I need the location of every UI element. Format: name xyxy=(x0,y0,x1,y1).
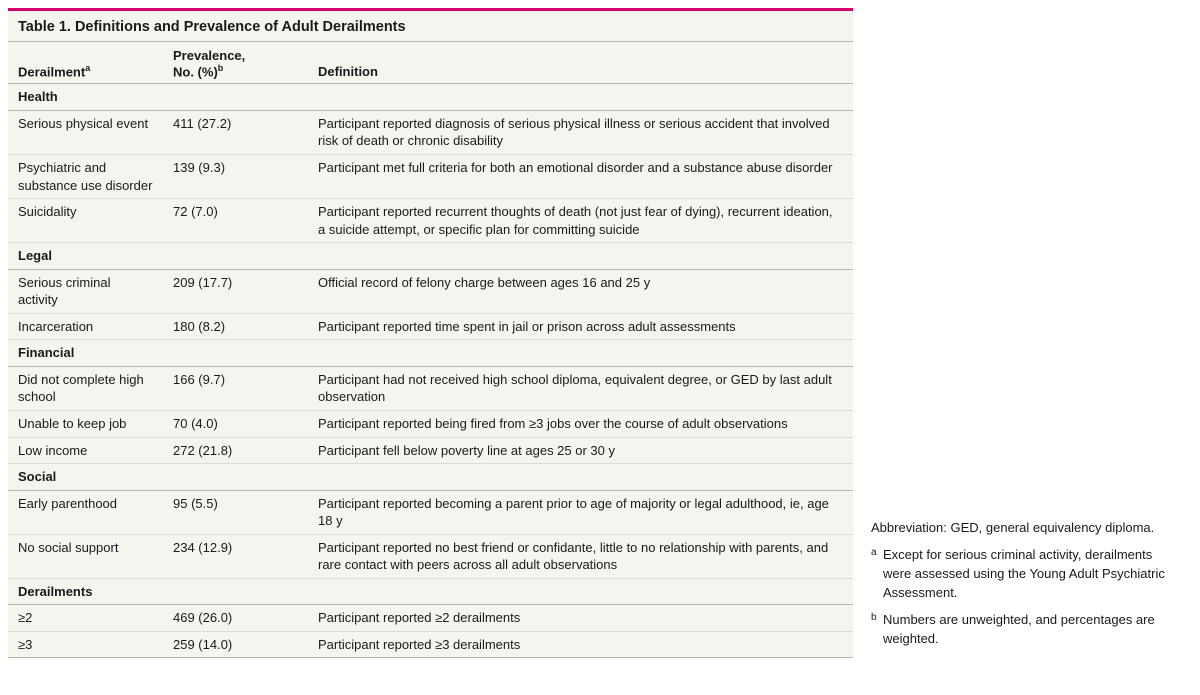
cell-prevalence: 469 (26.0) xyxy=(163,605,308,632)
table-container: Table 1. Definitions and Prevalence of A… xyxy=(8,8,853,658)
derailments-table: Derailmenta Prevalence, No. (%)b Definit… xyxy=(8,42,853,658)
footnote-a: a Except for serious criminal activity, … xyxy=(871,546,1181,603)
section-label: Derailments xyxy=(8,578,853,605)
cell-definition: Participant reported no best friend or c… xyxy=(308,534,853,578)
cell-prevalence: 180 (8.2) xyxy=(163,313,308,340)
cell-prevalence: 209 (17.7) xyxy=(163,269,308,313)
cell-prevalence: 259 (14.0) xyxy=(163,631,308,658)
cell-definition: Participant met full criteria for both a… xyxy=(308,154,853,198)
cell-prevalence: 95 (5.5) xyxy=(163,490,308,534)
cell-derailment: Suicidality xyxy=(8,199,163,243)
cell-definition: Participant had not received high school… xyxy=(308,366,853,410)
table-header-row: Derailmenta Prevalence, No. (%)b Definit… xyxy=(8,42,853,84)
table-footnotes: Abbreviation: GED, general equivalency d… xyxy=(871,519,1181,658)
table-row: Serious criminal activity209 (17.7)Offic… xyxy=(8,269,853,313)
footnote-a-text: Except for serious criminal activity, de… xyxy=(883,546,1181,603)
cell-derailment: Serious physical event xyxy=(8,110,163,154)
table-body: HealthSerious physical event411 (27.2)Pa… xyxy=(8,84,853,658)
col-header-prevalence-line2: No. (%) xyxy=(173,64,218,79)
col-header-prevalence-line1: Prevalence, xyxy=(173,48,245,63)
page-layout: Table 1. Definitions and Prevalence of A… xyxy=(8,8,1192,658)
footnote-b-marker: b xyxy=(871,611,879,649)
cell-definition: Participant reported ≥3 derailments xyxy=(308,631,853,658)
section-label: Social xyxy=(8,464,853,491)
section-row: Derailments xyxy=(8,578,853,605)
cell-definition: Participant reported recurrent thoughts … xyxy=(308,199,853,243)
cell-prevalence: 72 (7.0) xyxy=(163,199,308,243)
footnote-b: b Numbers are unweighted, and percentage… xyxy=(871,611,1181,649)
section-label: Health xyxy=(8,84,853,111)
section-label: Financial xyxy=(8,340,853,367)
section-row: Legal xyxy=(8,243,853,270)
table-title: Table 1. Definitions and Prevalence of A… xyxy=(8,11,853,42)
table-row: ≥2469 (26.0)Participant reported ≥2 dera… xyxy=(8,605,853,632)
cell-definition: Official record of felony charge between… xyxy=(308,269,853,313)
cell-prevalence: 272 (21.8) xyxy=(163,437,308,464)
cell-derailment: Unable to keep job xyxy=(8,410,163,437)
section-row: Financial xyxy=(8,340,853,367)
table-row: No social support234 (12.9)Participant r… xyxy=(8,534,853,578)
abbreviation-note: Abbreviation: GED, general equivalency d… xyxy=(871,519,1181,538)
table-row: Suicidality72 (7.0)Participant reported … xyxy=(8,199,853,243)
cell-derailment: Serious criminal activity xyxy=(8,269,163,313)
cell-prevalence: 70 (4.0) xyxy=(163,410,308,437)
cell-definition: Participant reported time spent in jail … xyxy=(308,313,853,340)
cell-derailment: ≥2 xyxy=(8,605,163,632)
cell-derailment: Early parenthood xyxy=(8,490,163,534)
col-header-derailment-sup: a xyxy=(85,63,90,73)
col-header-prevalence: Prevalence, No. (%)b xyxy=(163,42,308,84)
table-row: Psychiatric and substance use disorder13… xyxy=(8,154,853,198)
table-row: Low income272 (21.8)Participant fell bel… xyxy=(8,437,853,464)
cell-definition: Participant fell below poverty line at a… xyxy=(308,437,853,464)
table-row: Incarceration180 (8.2)Participant report… xyxy=(8,313,853,340)
cell-derailment: Psychiatric and substance use disorder xyxy=(8,154,163,198)
table-row: Did not complete high school166 (9.7)Par… xyxy=(8,366,853,410)
cell-prevalence: 234 (12.9) xyxy=(163,534,308,578)
cell-derailment: Did not complete high school xyxy=(8,366,163,410)
section-row: Health xyxy=(8,84,853,111)
cell-definition: Participant reported being fired from ≥3… xyxy=(308,410,853,437)
footnote-b-text: Numbers are unweighted, and percentages … xyxy=(883,611,1181,649)
col-header-derailment-text: Derailment xyxy=(18,64,85,79)
col-header-prevalence-sup: b xyxy=(218,63,224,73)
table-row: Unable to keep job70 (4.0)Participant re… xyxy=(8,410,853,437)
cell-derailment: ≥3 xyxy=(8,631,163,658)
col-header-definition: Definition xyxy=(308,42,853,84)
cell-definition: Participant reported diagnosis of seriou… xyxy=(308,110,853,154)
table-row: ≥3259 (14.0)Participant reported ≥3 dera… xyxy=(8,631,853,658)
cell-definition: Participant reported ≥2 derailments xyxy=(308,605,853,632)
cell-prevalence: 166 (9.7) xyxy=(163,366,308,410)
cell-derailment: Low income xyxy=(8,437,163,464)
section-row: Social xyxy=(8,464,853,491)
cell-prevalence: 411 (27.2) xyxy=(163,110,308,154)
table-row: Serious physical event411 (27.2)Particip… xyxy=(8,110,853,154)
table-row: Early parenthood95 (5.5)Participant repo… xyxy=(8,490,853,534)
section-label: Legal xyxy=(8,243,853,270)
col-header-derailment: Derailmenta xyxy=(8,42,163,84)
footnote-a-marker: a xyxy=(871,546,879,603)
cell-prevalence: 139 (9.3) xyxy=(163,154,308,198)
cell-derailment: No social support xyxy=(8,534,163,578)
cell-derailment: Incarceration xyxy=(8,313,163,340)
cell-definition: Participant reported becoming a parent p… xyxy=(308,490,853,534)
